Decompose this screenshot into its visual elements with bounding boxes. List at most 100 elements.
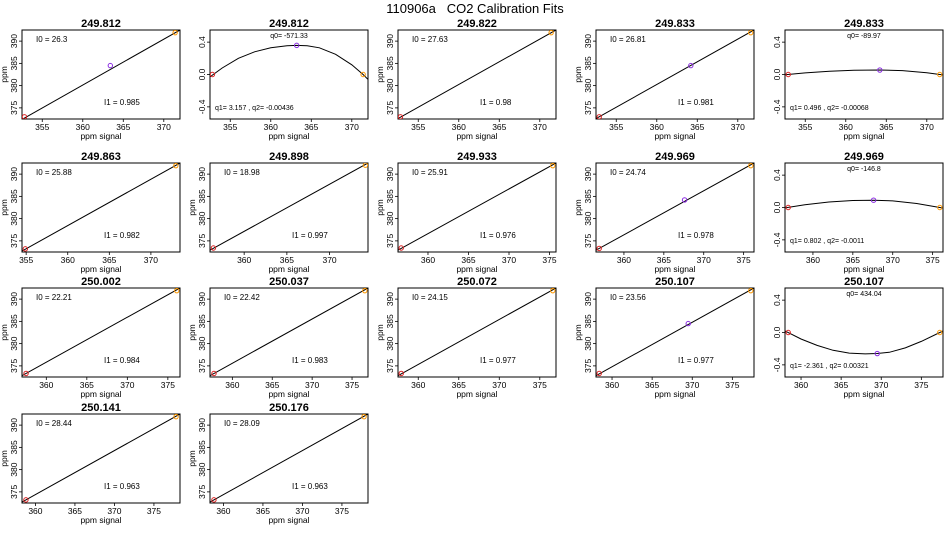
- data-point: [550, 288, 556, 294]
- x-tick-label: 370: [322, 255, 336, 265]
- fit-line: [398, 163, 556, 251]
- y-tick-label: 375: [197, 485, 207, 499]
- slope-annotation: I1 = 0.983: [292, 356, 328, 365]
- y-axis-label: ppm: [573, 324, 583, 341]
- data-point: [22, 246, 29, 252]
- y-tick-label: 385: [9, 440, 19, 454]
- y-tick-label: 375: [197, 234, 207, 248]
- data-point: [172, 30, 178, 36]
- chart-panel: 250.141 360 365 370 375 375 380 385 390 ppm signa…: [0, 402, 181, 525]
- data-point: [877, 67, 883, 73]
- data-point: [23, 370, 29, 377]
- y-tick-label: 385: [385, 189, 395, 203]
- q-coefficients-annotation: q1= 3.157 , q2= -0.00436: [215, 105, 294, 112]
- y-tick-label: 0.4: [772, 36, 782, 48]
- plot-data-area: [22, 288, 180, 377]
- plot-frame: [209, 162, 369, 253]
- intercept-annotation: I0 = 24.15: [412, 293, 448, 302]
- y-tick-label: 390: [583, 292, 593, 306]
- plot-data-area: [398, 30, 556, 119]
- x-tick-label: 365: [116, 122, 130, 132]
- y-tick-label: -0.4: [772, 99, 782, 114]
- x-axis-label: ppm signal: [654, 131, 695, 141]
- plot-frame: [209, 413, 369, 504]
- x-tick-label: 365: [645, 380, 659, 390]
- plot-data-area: [596, 30, 754, 119]
- data-point: [22, 114, 28, 119]
- x-tick-label: 370: [886, 255, 900, 265]
- y-tick-label: 380: [197, 462, 207, 476]
- chart-panel: 250.107 360 365 370 375 -0.4 0.0 0.4 ppm signal q…: [772, 276, 944, 399]
- x-tick-label: 365: [834, 380, 848, 390]
- y-tick-label: 375: [9, 485, 19, 499]
- intercept-annotation: I0 = 22.42: [224, 293, 260, 302]
- data-point: [211, 370, 217, 377]
- panel-title: 249.833: [844, 18, 884, 30]
- data-point: [937, 329, 943, 336]
- fit-line: [398, 30, 556, 119]
- data-point: [681, 197, 688, 203]
- x-tick-label: 365: [879, 122, 893, 132]
- panel-title: 249.812: [269, 18, 309, 30]
- plot-data-area: [596, 163, 754, 252]
- chart-panel: 249.898 360 365 370 375 380 385 390 ppm signal pp…: [187, 151, 369, 274]
- figure-title: 110906a CO2 Calibration Fits: [386, 1, 564, 16]
- x-tick-label: 370: [731, 122, 745, 132]
- data-point: [596, 245, 602, 252]
- q-coefficients-annotation: q1= 0.496 , q2= -0.00068: [790, 105, 869, 112]
- panel-title: 249.969: [655, 151, 695, 163]
- chart-panel: 249.833 355 360 365 370 375 380 385 390 ppm signa…: [573, 18, 755, 141]
- q0-annotation: q0= 434.04: [846, 291, 881, 298]
- slope-annotation: I1 = 0.963: [104, 482, 140, 491]
- y-tick-label: 390: [197, 167, 207, 181]
- fit-line: [398, 288, 556, 377]
- y-axis-label: ppm: [375, 324, 385, 341]
- x-tick-label: 360: [452, 122, 466, 132]
- intercept-annotation: I0 = 22.21: [36, 293, 72, 302]
- q-coefficients-annotation: q1= 0.802 , q2= -0.0011: [790, 238, 864, 245]
- x-tick-label: 375: [914, 380, 928, 390]
- x-tick-label: 360: [61, 255, 75, 265]
- y-tick-label: 380: [385, 78, 395, 92]
- x-tick-label: 360: [264, 122, 278, 132]
- y-tick-label: 390: [385, 34, 395, 48]
- x-tick-label: 355: [411, 122, 425, 132]
- x-tick-label: 370: [697, 255, 711, 265]
- x-tick-label: 355: [609, 122, 623, 132]
- x-tick-label: 365: [690, 122, 704, 132]
- data-point: [748, 30, 754, 36]
- y-axis-label: ppm: [187, 324, 197, 341]
- plot-data-area: [22, 30, 180, 119]
- y-axis-label: ppm: [0, 199, 9, 216]
- q0-annotation: q0= -146.8: [847, 166, 881, 173]
- data-point: [596, 114, 602, 119]
- plot-data-area: [22, 414, 180, 503]
- y-tick-label: 385: [385, 314, 395, 328]
- chart-panel: 250.037 360 365 370 375 375 380 385 390 ppm signa…: [187, 276, 369, 399]
- chart-panel: 250.002 360 365 370 375 375 380 385 390 ppm signa…: [0, 276, 181, 399]
- x-axis-label: ppm signal: [80, 389, 121, 399]
- x-tick-label: 370: [502, 255, 516, 265]
- x-tick-label: 375: [147, 506, 161, 516]
- panel-title: 249.822: [457, 18, 497, 30]
- data-point: [361, 414, 367, 420]
- y-axis-label: ppm: [0, 450, 9, 467]
- q0-annotation: q0= -571.33: [270, 33, 308, 40]
- y-axis-label: ppm: [375, 199, 385, 216]
- y-tick-label: 390: [9, 418, 19, 432]
- y-axis-label: ppm: [0, 66, 9, 83]
- x-tick-label: 375: [725, 380, 739, 390]
- x-axis-label: ppm signal: [843, 131, 884, 141]
- y-tick-label: 390: [197, 292, 207, 306]
- x-tick-label: 365: [492, 122, 506, 132]
- x-tick-label: 355: [223, 122, 237, 132]
- y-tick-label: 385: [9, 314, 19, 328]
- chart-panel: 249.812 355 360 365 370 375 380 385 390 ppm signa…: [0, 18, 181, 141]
- data-point: [937, 204, 943, 211]
- x-tick-label: 370: [492, 380, 506, 390]
- panel-title: 249.833: [655, 18, 695, 30]
- data-point: [210, 71, 216, 78]
- x-axis-label: ppm signal: [268, 264, 309, 274]
- q0-annotation: q0= -89.97: [847, 33, 881, 40]
